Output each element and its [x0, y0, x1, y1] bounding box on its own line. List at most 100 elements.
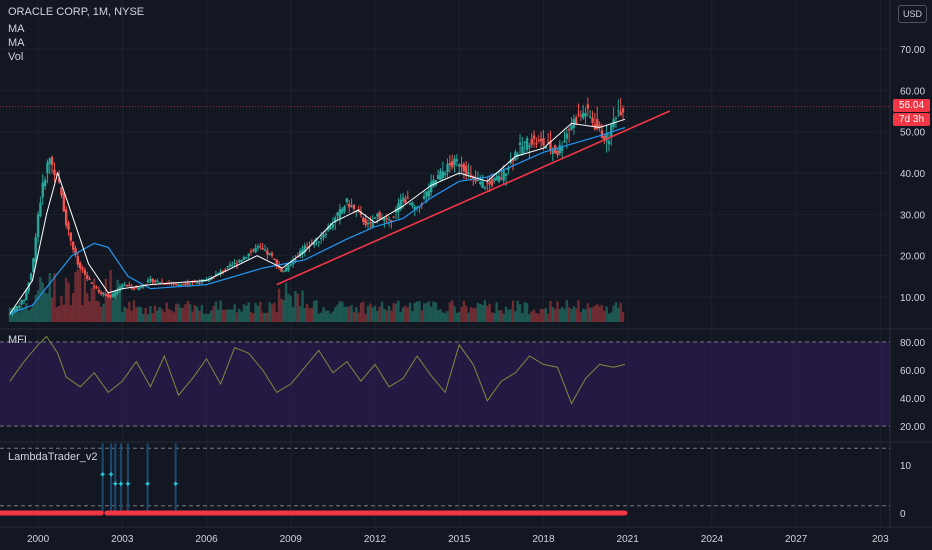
- volume-bar: [86, 293, 89, 322]
- candle-body: [289, 264, 292, 266]
- volume-bar: [600, 304, 604, 322]
- volume-bar: [331, 311, 335, 322]
- candle-body: [43, 179, 47, 187]
- volume-bar: [579, 312, 583, 322]
- candle-body: [607, 140, 611, 145]
- candle-body: [577, 113, 580, 115]
- volume-bar: [174, 304, 178, 322]
- candle-body: [104, 294, 108, 297]
- candle-body: [149, 278, 152, 281]
- volume-bar: [546, 313, 550, 322]
- candle-body: [29, 273, 33, 281]
- volume-bar: [422, 303, 426, 322]
- volume-bar: [25, 303, 28, 322]
- candle-body: [591, 117, 594, 123]
- candle-body: [362, 217, 365, 222]
- candle-body: [135, 287, 138, 289]
- volume-bar: [50, 297, 54, 322]
- volume-bar: [481, 305, 484, 322]
- volume-bar: [605, 306, 608, 322]
- candle-body: [589, 116, 592, 118]
- volume-bar: [502, 313, 505, 322]
- candle-body: [373, 217, 377, 219]
- mfi-tick-label: 80.00: [900, 338, 925, 349]
- volume-bar: [465, 305, 468, 322]
- candle-body: [474, 178, 477, 182]
- volume-bar: [387, 305, 391, 322]
- candle-body: [546, 142, 550, 144]
- volume-bar: [64, 277, 68, 322]
- candle-body: [69, 232, 73, 241]
- volume-label[interactable]: Vol: [8, 51, 24, 63]
- volume-bar: [621, 311, 625, 322]
- volume-bar: [291, 307, 295, 322]
- axes: 2000 2003 2006 2009 2012 2015 2018 2021 2024 2027…: [27, 45, 926, 545]
- candle-body: [619, 111, 622, 116]
- volume-bar: [219, 300, 222, 322]
- volume-bar: [413, 302, 416, 322]
- volume-bar: [443, 313, 447, 322]
- candle-body: [249, 251, 253, 253]
- mfi-title[interactable]: MFI: [8, 334, 27, 346]
- candle-body: [366, 222, 370, 225]
- volume-bar: [343, 306, 346, 322]
- candle-body: [210, 277, 213, 281]
- candle-body: [64, 209, 68, 226]
- candle-body: [413, 206, 416, 210]
- volume-bar: [303, 308, 306, 322]
- candle-body: [408, 203, 412, 205]
- candle-body: [385, 217, 388, 219]
- candle-body: [123, 284, 126, 286]
- volume-bar: [493, 313, 496, 322]
- candle-body: [107, 293, 110, 298]
- x-tick-label: 2021: [617, 534, 640, 545]
- volume-bar: [188, 304, 192, 322]
- candle-body: [247, 253, 250, 257]
- volume-bar: [238, 308, 241, 322]
- volume-bar: [589, 307, 592, 322]
- candle-body: [93, 285, 96, 288]
- volume-bar: [53, 273, 56, 322]
- volume-bar: [528, 313, 531, 322]
- candle-body: [97, 289, 101, 293]
- y-tick-label: 40.00: [900, 169, 925, 180]
- candle-body: [83, 269, 87, 275]
- volume-bar: [495, 302, 498, 322]
- ma-fast-label[interactable]: MA: [8, 23, 25, 35]
- currency-button[interactable]: USD: [898, 5, 927, 23]
- candle-body: [399, 199, 402, 210]
- volume-bar: [418, 301, 421, 322]
- candle-body: [242, 257, 246, 260]
- volume-bar: [121, 312, 124, 322]
- candle-body: [287, 264, 290, 271]
- candle-body: [567, 129, 571, 131]
- volume-bar: [467, 312, 470, 322]
- volume-bar: [369, 303, 372, 322]
- candle-body: [441, 171, 445, 178]
- candle-body: [245, 257, 248, 259]
- volume-bar: [118, 283, 122, 322]
- candle-body: [34, 237, 37, 262]
- candle-body: [404, 198, 407, 204]
- candle-body: [493, 178, 496, 181]
- volume-bar: [139, 307, 143, 322]
- candle-body: [39, 202, 42, 217]
- volume-bar: [158, 307, 161, 322]
- volume-bar: [401, 307, 405, 322]
- y-tick-label: 60.00: [900, 86, 925, 97]
- lambda-tick-label: 0: [900, 509, 906, 520]
- lambda-title[interactable]: LambdaTrader_v2: [8, 451, 98, 463]
- ma-slow-label[interactable]: MA: [8, 37, 25, 49]
- volume-bar: [345, 306, 349, 322]
- volume-bar: [350, 305, 353, 322]
- candle-body: [132, 288, 136, 290]
- candle-body: [532, 135, 536, 139]
- candle-body: [90, 282, 94, 284]
- candle-body: [476, 180, 480, 182]
- volume-bar: [397, 300, 400, 322]
- candle-body: [15, 306, 19, 311]
- ma-fast-line: [9, 118, 626, 314]
- volume-bar: [210, 310, 213, 322]
- volume-bar: [390, 310, 393, 322]
